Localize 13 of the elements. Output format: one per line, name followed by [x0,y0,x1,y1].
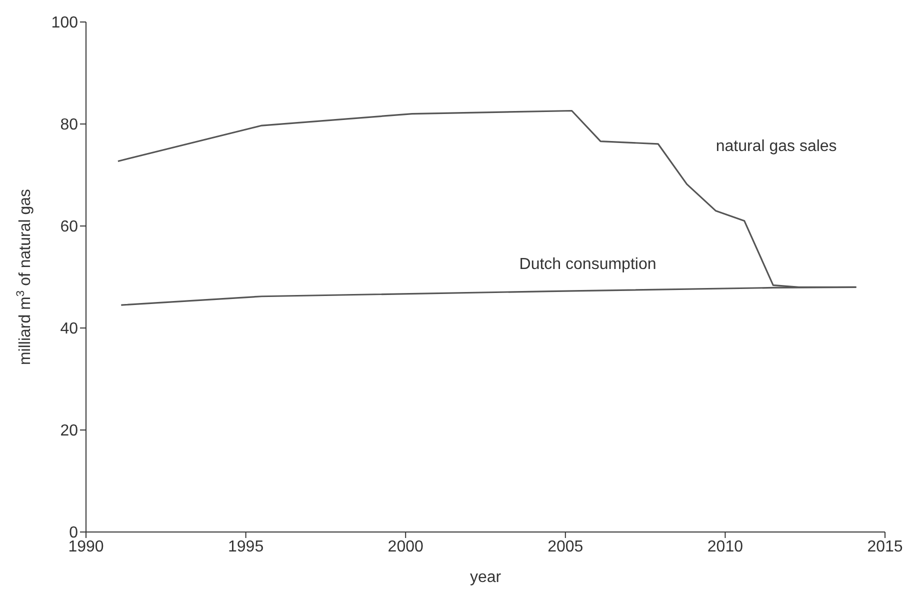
x-tick-label: 2005 [548,538,584,556]
text: natural gas sales [716,138,837,156]
x-tick-label: 2010 [707,538,744,556]
x-tick-label: 1995 [228,538,264,556]
series-label: Dutch consumption [519,256,656,273]
x-tick-label: 2000 [388,538,424,556]
y-tick-label: 100 [51,14,78,32]
y-tick-label: 80 [60,116,78,134]
y-tick-label: 20 [60,422,78,440]
x-axis-title: year [470,569,502,586]
y-tick-label: 60 [60,218,78,236]
x-tick-label: 2015 [867,538,903,556]
y-tick-label: 40 [60,320,78,338]
